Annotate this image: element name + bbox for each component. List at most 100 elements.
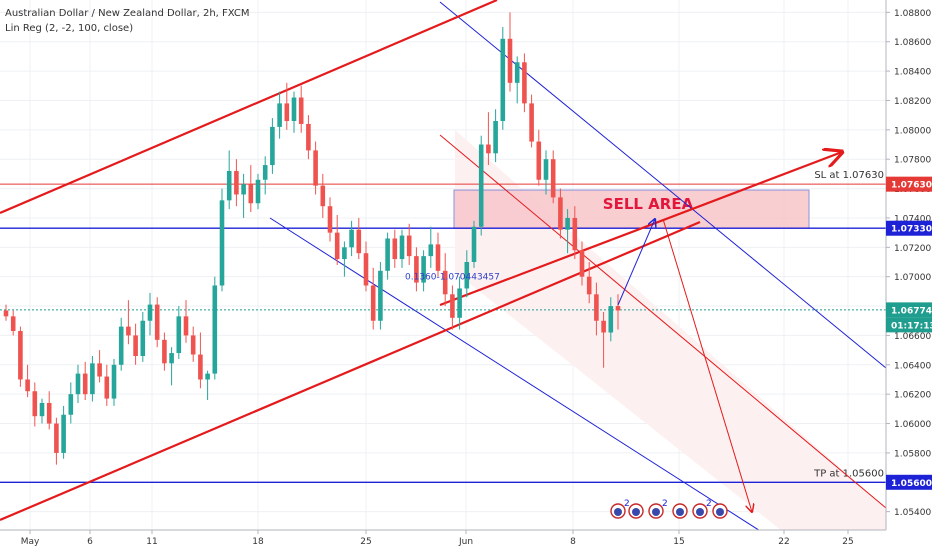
- candle-body: [349, 229, 354, 248]
- projection-up-arrow: [617, 219, 655, 306]
- candle-body: [298, 97, 304, 124]
- candle-body: [363, 253, 369, 286]
- candle-body: [500, 38, 506, 122]
- price-tag-label-sl: 1.07630: [891, 181, 932, 191]
- price-tag-last: [886, 302, 932, 318]
- event-marker: [672, 503, 688, 519]
- candle-body: [471, 226, 477, 262]
- event-marker: [628, 503, 644, 519]
- candle-body: [183, 316, 189, 336]
- candle-body: [111, 364, 117, 399]
- event-marker-count: 2: [706, 499, 712, 509]
- candle-body: [61, 414, 66, 453]
- candle-body: [248, 184, 254, 204]
- candle-body: [176, 316, 182, 354]
- candles-layer: [3, 12, 621, 465]
- candle-body: [68, 394, 74, 415]
- price-tag-label-last: 1.06774: [891, 306, 932, 316]
- candle-body: [126, 326, 131, 336]
- price-tick-label: 1.08800: [894, 9, 931, 19]
- candle-body: [601, 320, 606, 333]
- candle-body: [291, 97, 297, 122]
- candle-body: [313, 150, 318, 186]
- price-tag-label-tp: 1.05600: [891, 479, 932, 489]
- candle-body: [255, 179, 261, 204]
- price-tick-label: 1.07000: [894, 273, 931, 283]
- price-axis-bg: [886, 0, 932, 550]
- time-axis-bg: [0, 530, 886, 550]
- price-tick-label: 1.07400: [894, 214, 931, 224]
- price-tick-label: 1.07200: [894, 244, 931, 254]
- candle-body: [522, 62, 527, 104]
- price-tick-label: 1.08000: [894, 126, 931, 136]
- candle-body: [234, 170, 239, 195]
- candle-body: [572, 217, 578, 251]
- candle-body: [140, 320, 146, 356]
- candle-body: [226, 170, 232, 201]
- candle-body: [90, 363, 95, 395]
- candle-body: [342, 247, 347, 260]
- event-marker-dot: [652, 508, 660, 516]
- upper-red-trend: [0, 0, 498, 215]
- symbol-title: Australian Dollar / New Zealand Dollar, …: [5, 8, 250, 19]
- candle-body: [370, 285, 376, 321]
- candle-body: [262, 165, 268, 180]
- candle-body: [529, 103, 534, 142]
- price-tick-label: 1.05800: [894, 449, 931, 459]
- candle-body: [277, 103, 282, 127]
- price-tag-entry: [886, 220, 932, 236]
- event-marker: [712, 503, 728, 519]
- candle-body: [198, 354, 203, 380]
- candle-body: [154, 304, 160, 340]
- sell-area-label: SELL AREA: [603, 195, 694, 213]
- candle-body: [169, 353, 174, 364]
- candle-body: [550, 159, 556, 198]
- candle-body: [3, 310, 9, 317]
- price-tick-label: 1.06200: [894, 391, 931, 401]
- regression-shade: [455, 130, 886, 550]
- candle-body: [18, 331, 23, 380]
- candle-body: [356, 229, 362, 254]
- candle-body: [334, 232, 340, 260]
- candle-body: [82, 373, 88, 395]
- event-marker-dot: [632, 508, 640, 516]
- candle-body: [284, 103, 290, 122]
- candle-body: [421, 256, 426, 283]
- candle-body: [486, 144, 491, 154]
- candle-body: [327, 206, 333, 233]
- candle-body: [241, 184, 246, 195]
- candle-body: [594, 294, 599, 321]
- candle-body: [457, 288, 462, 318]
- channel-mid-line: [439, 134, 887, 509]
- candle-body: [428, 244, 434, 257]
- event-marker-dot: [716, 508, 724, 516]
- candle-body: [478, 144, 484, 227]
- candle-body: [565, 217, 570, 230]
- time-tick-label: 25: [360, 537, 371, 547]
- candle-body: [399, 235, 405, 260]
- price-tag-sl: [886, 176, 932, 192]
- price-tick-label: 1.06000: [894, 420, 931, 430]
- candle-body: [536, 141, 542, 180]
- fib-label: 0.1360-1.070443457: [405, 273, 500, 283]
- price-tag-tp: [886, 474, 932, 490]
- candle-body: [205, 373, 210, 380]
- candle-body: [493, 121, 498, 154]
- candle-body: [306, 123, 311, 151]
- time-tick-label: 6: [87, 537, 93, 547]
- time-tick-label: 8: [570, 537, 576, 547]
- candle-body: [162, 339, 167, 364]
- candle-body: [414, 256, 419, 283]
- time-tick-label: May: [21, 537, 40, 547]
- candle-body: [543, 159, 549, 180]
- candle-body: [212, 285, 218, 374]
- time-tick-label: 11: [146, 537, 157, 547]
- event-marker: [648, 503, 664, 519]
- time-tick-label: 22: [778, 537, 789, 547]
- stop-loss-label: SL at 1.07630: [814, 170, 884, 181]
- candle-body: [608, 306, 614, 333]
- candle-body: [378, 270, 383, 321]
- time-tick-label: 15: [673, 537, 684, 547]
